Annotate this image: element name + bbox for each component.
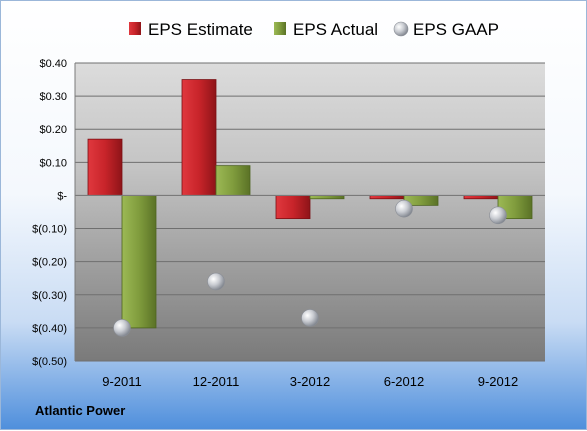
- point-eps-gaap: [301, 309, 319, 327]
- y-tick-label: $(0.20): [32, 257, 67, 269]
- point-eps-gaap: [207, 272, 225, 291]
- legend-marker-eps-gaap: [393, 21, 409, 37]
- x-tick-label: 6-2012: [384, 374, 424, 389]
- y-tick-label: $(0.40): [32, 323, 67, 335]
- x-tick-label: 9-2012: [478, 374, 518, 389]
- x-tick-label: 3-2012: [290, 374, 330, 389]
- point-eps-gaap: [489, 206, 507, 225]
- y-tick-label: $0.20: [39, 124, 67, 136]
- bar-eps-actual: [121, 195, 157, 329]
- y-tick-label: $-: [57, 190, 67, 202]
- y-tick-label: $(0.50): [32, 356, 67, 368]
- y-tick-label: $0.40: [39, 58, 67, 70]
- legend: EPS Estimate EPS Actual EPS GAAP: [129, 20, 499, 39]
- point-eps-gaap: [395, 199, 413, 218]
- x-tick-label: 9-2011: [102, 374, 142, 389]
- legend-label-eps-gaap: EPS GAAP: [413, 20, 499, 39]
- legend-marker-eps-estimate: [129, 22, 141, 35]
- company-name: Atlantic Power: [35, 403, 126, 418]
- y-tick-label: $0.10: [39, 157, 67, 169]
- legend-label-eps-estimate: EPS Estimate: [148, 20, 253, 39]
- y-tick-label: $(0.10): [32, 224, 67, 236]
- legend-label-eps-actual: EPS Actual: [293, 20, 378, 39]
- bar-eps-estimate: [181, 79, 217, 196]
- bar-eps-actual: [215, 165, 251, 196]
- y-tick-label: $(0.30): [32, 290, 67, 302]
- y-tick-label: $0.30: [39, 91, 67, 103]
- bar-eps-estimate: [87, 138, 123, 196]
- point-eps-gaap: [113, 319, 131, 337]
- x-tick-label: 12-2011: [193, 374, 240, 389]
- bar-eps-estimate: [275, 195, 311, 220]
- legend-marker-eps-actual: [274, 22, 286, 35]
